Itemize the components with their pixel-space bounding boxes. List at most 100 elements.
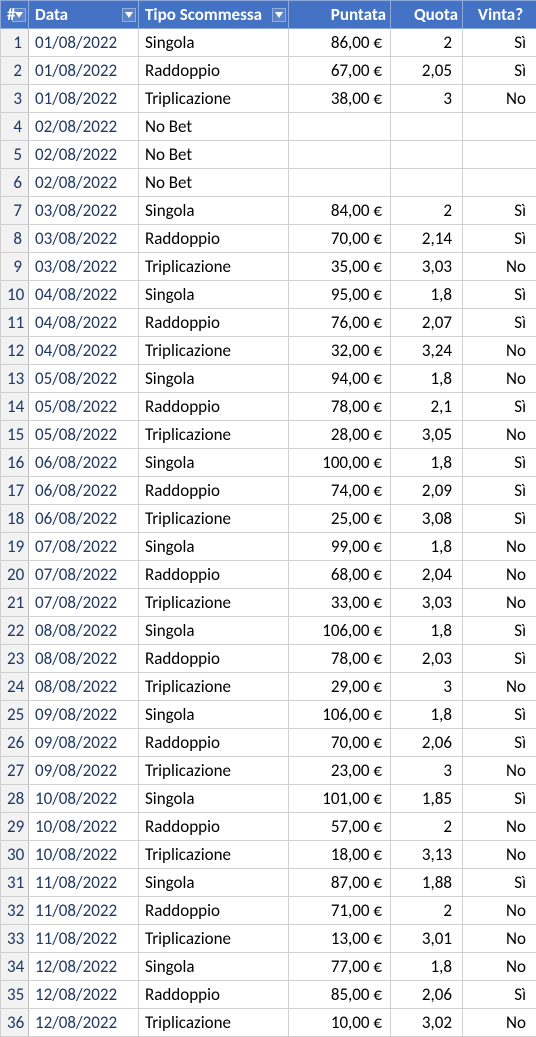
cell-tipo: Triplicazione [139,673,289,701]
cell-vinta: No [463,897,536,925]
table-row[interactable]: 2408/08/2022Triplicazione29,00 €3No [1,673,536,701]
cell-vinta: Sì [463,785,536,813]
cell-data: 05/08/2022 [29,421,139,449]
cell-tipo: Triplicazione [139,421,289,449]
cell-quota: 3,13 [391,841,463,869]
cell-puntata: 28,00 € [289,421,391,449]
table-row[interactable]: 502/08/2022No Bet [1,141,536,169]
table-row[interactable]: 2308/08/2022Raddoppio78,00 €2,03Sì [1,645,536,673]
cell-tipo: Singola [139,29,289,57]
cell-vinta: Sì [463,645,536,673]
table-row[interactable]: 2810/08/2022Singola101,00 €1,85Sì [1,785,536,813]
cell-tipo: Raddoppio [139,645,289,673]
table-row[interactable]: 602/08/2022No Bet [1,169,536,197]
table-row[interactable]: 1706/08/2022Raddoppio74,00 €2,09Sì [1,477,536,505]
cell-data: 12/08/2022 [29,981,139,1009]
cell-tipo: Singola [139,617,289,645]
cell-puntata: 67,00 € [289,57,391,85]
table-row[interactable]: 1606/08/2022Singola100,00 €1,8Sì [1,449,536,477]
filter-dropdown-icon[interactable] [122,8,136,22]
table-row[interactable]: 402/08/2022No Bet [1,113,536,141]
table-row[interactable]: 1104/08/2022Raddoppio76,00 €2,07Sì [1,309,536,337]
table-row[interactable]: 903/08/2022Triplicazione35,00 €3,03No [1,253,536,281]
table-row[interactable]: 1405/08/2022Raddoppio78,00 €2,1Sì [1,393,536,421]
header-quota[interactable]: Quota [391,1,463,29]
cell-vinta: No [463,673,536,701]
cell-puntata: 85,00 € [289,981,391,1009]
cell-puntata: 70,00 € [289,729,391,757]
filter-dropdown-icon[interactable] [12,8,26,22]
table-row[interactable]: 2208/08/2022Singola106,00 €1,8Sì [1,617,536,645]
table-row[interactable]: 2910/08/2022Raddoppio57,00 €2No [1,813,536,841]
cell-quota [391,113,463,141]
table-row[interactable]: 3612/08/2022Triplicazione10,00 €3,02No [1,1009,536,1037]
table-row[interactable]: 703/08/2022Singola84,00 €2Sì [1,197,536,225]
table-row[interactable]: 3311/08/2022Triplicazione13,00 €3,01No [1,925,536,953]
cell-data: 02/08/2022 [29,141,139,169]
cell-data: 01/08/2022 [29,85,139,113]
table-row[interactable]: 2609/08/2022Raddoppio70,00 €2,06Sì [1,729,536,757]
cell-quota: 2 [391,197,463,225]
table-row[interactable]: 101/08/2022Singola86,00 €2Sì [1,29,536,57]
table-row[interactable]: 3512/08/2022Raddoppio85,00 €2,06Sì [1,981,536,1009]
header-puntata[interactable]: Puntata [289,1,391,29]
table-row[interactable]: 2107/08/2022Triplicazione33,00 €3,03No [1,589,536,617]
cell-tipo: Singola [139,701,289,729]
table-row[interactable]: 1505/08/2022Triplicazione28,00 €3,05No [1,421,536,449]
cell-rownum: 17 [1,477,29,505]
cell-quota: 3,05 [391,421,463,449]
cell-rownum: 13 [1,365,29,393]
cell-data: 07/08/2022 [29,533,139,561]
table-row[interactable]: 1204/08/2022Triplicazione32,00 €3,24No [1,337,536,365]
table-row[interactable]: 2509/08/2022Singola106,00 €1,8Sì [1,701,536,729]
table-row[interactable]: 3211/08/2022Raddoppio71,00 €2No [1,897,536,925]
cell-vinta [463,141,536,169]
header-vinta[interactable]: Vinta? [463,1,536,29]
cell-vinta: No [463,589,536,617]
cell-tipo: Triplicazione [139,337,289,365]
cell-vinta: Sì [463,449,536,477]
header-data-label: Data [35,4,68,25]
cell-puntata: 86,00 € [289,29,391,57]
cell-tipo: Raddoppio [139,225,289,253]
cell-vinta: Sì [463,225,536,253]
header-rownum[interactable]: # [1,1,29,29]
table-row[interactable]: 3412/08/2022Singola77,00 €1,8No [1,953,536,981]
cell-puntata: 74,00 € [289,477,391,505]
table-row[interactable]: 1305/08/2022Singola94,00 €1,8No [1,365,536,393]
cell-puntata: 29,00 € [289,673,391,701]
table-row[interactable]: 803/08/2022Raddoppio70,00 €2,14Sì [1,225,536,253]
cell-puntata [289,169,391,197]
cell-quota: 2,09 [391,477,463,505]
cell-puntata: 38,00 € [289,85,391,113]
cell-quota: 1,8 [391,449,463,477]
cell-tipo: Singola [139,953,289,981]
cell-puntata: 100,00 € [289,449,391,477]
filter-dropdown-icon[interactable] [272,8,286,22]
table-row[interactable]: 2007/08/2022Raddoppio68,00 €2,04No [1,561,536,589]
table-row[interactable]: 1907/08/2022Singola99,00 €1,8No [1,533,536,561]
cell-quota: 2 [391,897,463,925]
cell-data: 06/08/2022 [29,477,139,505]
cell-data: 06/08/2022 [29,505,139,533]
table-row[interactable]: 3010/08/2022Triplicazione18,00 €3,13No [1,841,536,869]
table-row[interactable]: 3111/08/2022Singola87,00 €1,88Sì [1,869,536,897]
table-row[interactable]: 2709/08/2022Triplicazione23,00 €3No [1,757,536,785]
table-row[interactable]: 301/08/2022Triplicazione38,00 €3No [1,85,536,113]
table-row[interactable]: 1004/08/2022Singola95,00 €1,8Sì [1,281,536,309]
cell-rownum: 27 [1,757,29,785]
cell-tipo: Raddoppio [139,393,289,421]
cell-puntata: 78,00 € [289,645,391,673]
cell-data: 08/08/2022 [29,673,139,701]
cell-vinta: No [463,925,536,953]
table-row[interactable]: 201/08/2022Raddoppio67,00 €2,05Sì [1,57,536,85]
cell-tipo: No Bet [139,169,289,197]
cell-vinta: No [463,337,536,365]
cell-tipo: Triplicazione [139,841,289,869]
header-data[interactable]: Data [29,1,139,29]
header-tipo-label: Tipo Scommessa [145,4,262,25]
cell-vinta: No [463,841,536,869]
table-row[interactable]: 1806/08/2022Triplicazione25,00 €3,08Sì [1,505,536,533]
cell-quota: 1,8 [391,617,463,645]
header-tipo[interactable]: Tipo Scommessa [139,1,289,29]
